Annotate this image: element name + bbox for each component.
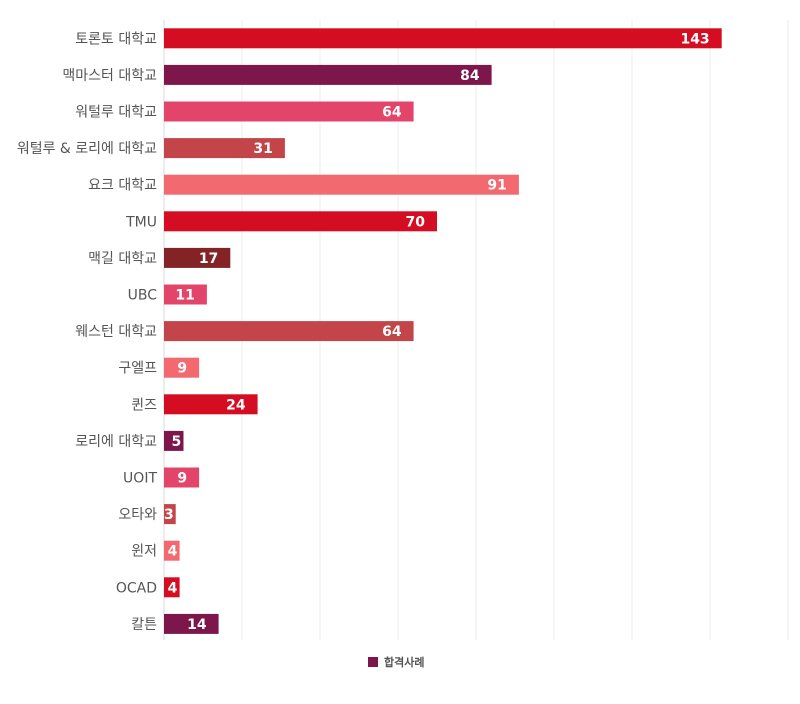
category-label: UBC [128, 288, 158, 304]
legend[interactable]: 합격사례 [368, 654, 424, 670]
data-label: 70 [406, 214, 426, 230]
data-label: 3 [164, 507, 174, 523]
data-label: 84 [460, 68, 480, 84]
data-label: 24 [226, 397, 246, 413]
data-label: 9 [177, 471, 187, 487]
category-label: 워털루 & 로리에 대학교 [17, 141, 157, 157]
category-label: TMU [125, 214, 157, 230]
bar[interactable] [164, 28, 722, 49]
bar[interactable] [164, 430, 184, 451]
category-label: 맥마스터 대학교 [62, 68, 157, 84]
data-label: 64 [382, 105, 402, 121]
category-label: 워털루 대학교 [75, 105, 157, 121]
legend-label: 합격사례 [384, 656, 425, 669]
bar[interactable] [164, 394, 258, 415]
data-label: 91 [487, 178, 506, 194]
bar[interactable] [164, 467, 200, 488]
category-label: 오타와 [118, 507, 157, 523]
data-label: 5 [172, 434, 182, 450]
category-label: 요크 대학교 [88, 178, 157, 194]
bar[interactable] [164, 357, 200, 378]
category-label: 토론토 대학교 [75, 31, 157, 47]
bar[interactable] [164, 211, 437, 232]
category-label: 윈저 [131, 544, 157, 560]
data-label: 14 [187, 617, 207, 633]
bar[interactable] [164, 284, 207, 305]
bar[interactable] [164, 247, 231, 268]
bar[interactable] [164, 504, 176, 525]
data-label: 9 [177, 361, 187, 377]
category-label: 구엘프 [118, 361, 157, 377]
category-label: OCAD [116, 580, 157, 596]
bar[interactable] [164, 613, 219, 634]
category-label: UOIT [123, 471, 157, 487]
category-label: 칼튼 [131, 617, 157, 633]
category-label: 웨스턴 대학교 [75, 324, 157, 340]
data-label: 17 [199, 251, 218, 267]
bar[interactable] [164, 64, 492, 85]
category-label: 로리에 대학교 [75, 434, 157, 450]
category-label: 맥길 대학교 [88, 251, 157, 267]
data-label: 4 [168, 580, 178, 596]
data-label: 11 [175, 288, 194, 304]
data-label: 64 [382, 324, 402, 340]
legend-swatch [368, 657, 378, 667]
data-label: 4 [168, 544, 178, 560]
bar[interactable] [164, 577, 180, 598]
bar[interactable] [164, 138, 285, 159]
data-label: 31 [253, 141, 272, 157]
category-label: 퀸즈 [131, 397, 157, 413]
data-label: 143 [680, 31, 709, 47]
bar[interactable] [164, 321, 414, 342]
bar[interactable] [164, 540, 180, 561]
bar[interactable] [164, 174, 519, 195]
bar[interactable] [164, 101, 414, 122]
